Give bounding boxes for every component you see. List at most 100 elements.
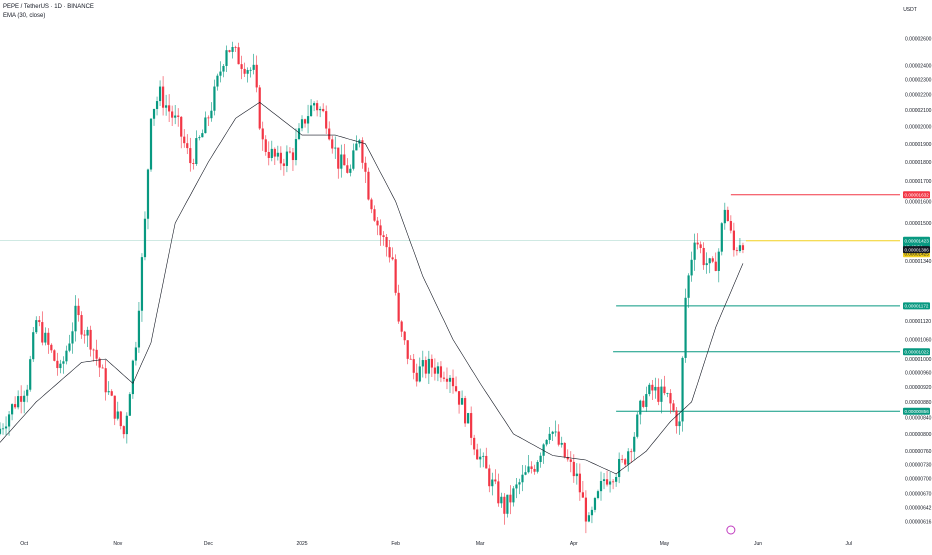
last-price-label: 0.00001423 [905,238,930,243]
candle-down [454,386,458,392]
candle-down [364,162,367,172]
candle-up [421,360,424,367]
candle-down [714,261,717,271]
y-tick-label: 0.00002000 [905,125,932,131]
candle-up [678,421,681,427]
y-tick-label: 0.00000616 [905,520,932,526]
y-tick-label: 0.00001000 [905,357,932,363]
candle-down [53,350,56,361]
candle-up [666,393,669,394]
candle-down [433,367,436,374]
candle-down [14,404,17,408]
candle-up [158,86,162,102]
candle-down [476,449,479,460]
candle-down [192,163,195,165]
candle-up [684,297,687,358]
candle-up [225,50,228,66]
candle-up [134,347,138,361]
candle-down [240,64,243,69]
candle-up [542,444,545,456]
candle-up [639,400,642,415]
candle-up [312,103,316,106]
candle-down [38,320,41,323]
candle-down [630,451,633,453]
candle-down [457,391,461,405]
y-tick-label: 0.00000670 [905,491,932,497]
candle-down [376,220,379,226]
candle-up [285,151,289,166]
candle-up [131,360,134,395]
candle-up [71,331,74,344]
candle-down [237,47,240,65]
candle-down [406,340,409,359]
candle-down [261,128,264,140]
candle-up [636,414,639,437]
candle-up [68,343,71,351]
candle-up [720,223,723,252]
ref-price-label: 0.00001386 [905,247,930,252]
candle-down [509,494,512,503]
event-marker-icon [726,525,736,535]
candle-down [729,221,732,231]
support-level-box [903,348,930,356]
x-tick-label: Jul [845,541,851,547]
candle-up [436,366,440,374]
candle-down [264,139,267,152]
y-tick-label: 0.00000880 [905,400,932,406]
candle-down [669,393,672,404]
support-level-box [903,407,930,415]
y-tick-label: 0.00001340 [905,259,932,265]
candle-down [470,413,473,438]
candle-up [143,218,147,258]
candle-up [355,143,358,151]
candle-up [602,479,606,482]
x-tick-label: 2025 [296,541,307,547]
candle-down [95,349,98,359]
candle-down [711,258,714,262]
support-level-label: 0.00000856 [905,409,930,414]
candle-up [23,395,26,402]
candle-down [569,459,572,462]
candle-up [654,386,657,391]
candle-down [611,481,615,483]
y-tick-label: 0.00000800 [905,432,932,438]
resistance-level-box [903,191,930,199]
candle-down [92,349,95,351]
candle-down [581,492,584,498]
candle-up [506,494,509,514]
candle-down [494,479,497,482]
candle-down [337,147,340,169]
candle-up [165,105,168,108]
candle-down [50,344,53,351]
candle-down [234,47,237,48]
candle-down [367,171,370,200]
candle-down [394,259,397,293]
candle-up [340,154,343,169]
candle-up [539,455,542,463]
indicator-label[interactable]: EMA (30, close) [3,13,46,19]
symbol-title[interactable]: PEPE / TetherUS · 1D · BINANCE [3,4,94,10]
y-tick-label: 0.00000840 [905,416,932,422]
candle-down [346,165,349,173]
y-tick-label: 0.00001600 [905,199,932,205]
candle-down [331,139,334,149]
candle-up [0,428,2,434]
candle-down [56,360,59,369]
candle-up [62,361,65,364]
candle-up [648,384,651,395]
y-tick-label: 0.00001120 [905,319,931,325]
candle-up [204,117,207,134]
candle-up [590,509,594,516]
candle-down [41,322,44,343]
candle-up [32,332,35,360]
candle-up [448,377,452,382]
candle-up [35,320,38,333]
candle-down [572,461,575,477]
candle-up [222,65,225,72]
candle-down [563,442,566,457]
candle-down [464,398,467,424]
candle-up [213,86,216,111]
candle-down [621,458,624,460]
